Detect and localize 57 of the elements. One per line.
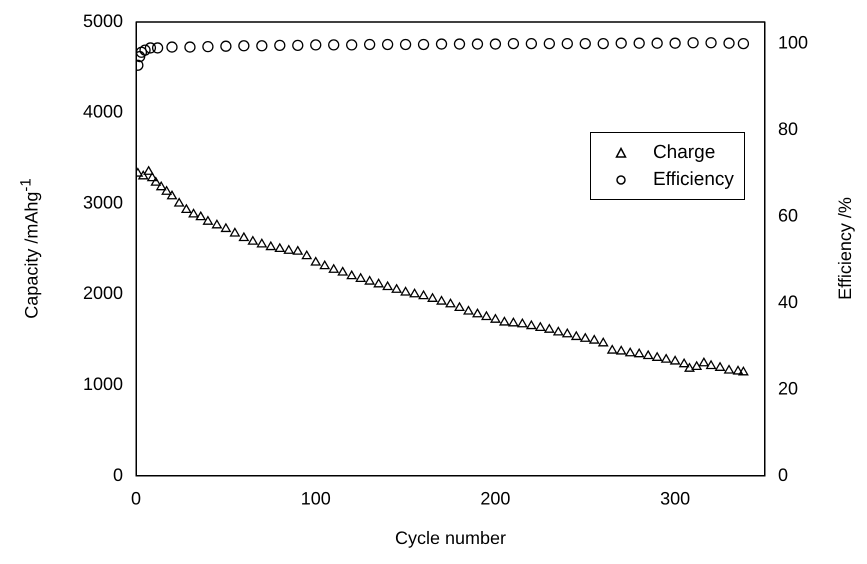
point — [274, 40, 286, 51]
point — [256, 40, 268, 52]
y2-tick-label: 20 — [778, 378, 798, 398]
point — [202, 40, 214, 52]
point — [328, 39, 340, 51]
x-axis-title: Cycle number — [394, 528, 506, 548]
y2-tick-label: 40 — [778, 292, 798, 312]
point — [526, 38, 538, 50]
y2-tick-label: 80 — [778, 119, 798, 140]
point — [418, 38, 430, 50]
point — [544, 38, 555, 50]
point — [436, 38, 448, 50]
x-tick-label: 200 — [480, 488, 510, 509]
point — [382, 38, 394, 50]
point — [139, 44, 151, 56]
y2-axis-title: Efficiency /% — [834, 198, 856, 300]
point — [238, 40, 250, 52]
y2-tick-label: 0 — [778, 464, 788, 485]
point — [400, 38, 412, 50]
point — [364, 38, 376, 50]
x-tick-label: 0 — [131, 488, 142, 509]
point — [652, 38, 663, 49]
point — [723, 38, 735, 49]
y-tick-label: 2000 — [82, 283, 124, 304]
point — [738, 38, 750, 50]
y-tick-label: 4000 — [82, 102, 124, 122]
x-tick-label: 100 — [300, 488, 331, 509]
y-tick-label: 3000 — [82, 192, 124, 212]
point — [669, 38, 681, 49]
point — [687, 37, 699, 48]
point — [184, 41, 196, 53]
point — [136, 46, 148, 58]
point — [144, 42, 156, 54]
point — [598, 38, 609, 50]
point — [166, 41, 178, 53]
point — [562, 38, 573, 50]
y-tick-label: 5000 — [82, 10, 124, 31]
point — [346, 39, 358, 51]
y2-tick-label: 100 — [778, 32, 808, 53]
point — [454, 38, 466, 50]
point — [472, 38, 484, 50]
y-tick-label: 0 — [113, 464, 124, 485]
legend-label: Charge — [652, 141, 716, 165]
point — [292, 40, 304, 51]
point — [580, 38, 591, 50]
point — [220, 40, 232, 52]
point — [310, 39, 322, 51]
point — [508, 38, 520, 50]
point — [634, 38, 645, 49]
legend-label: Efficiency — [652, 168, 734, 192]
point — [152, 42, 164, 54]
point — [705, 37, 717, 48]
point — [616, 38, 627, 49]
x-tick-label: 300 — [660, 488, 690, 509]
y-tick-label: 1000 — [82, 374, 124, 394]
point — [490, 38, 502, 50]
y2-tick-label: 60 — [778, 205, 798, 226]
